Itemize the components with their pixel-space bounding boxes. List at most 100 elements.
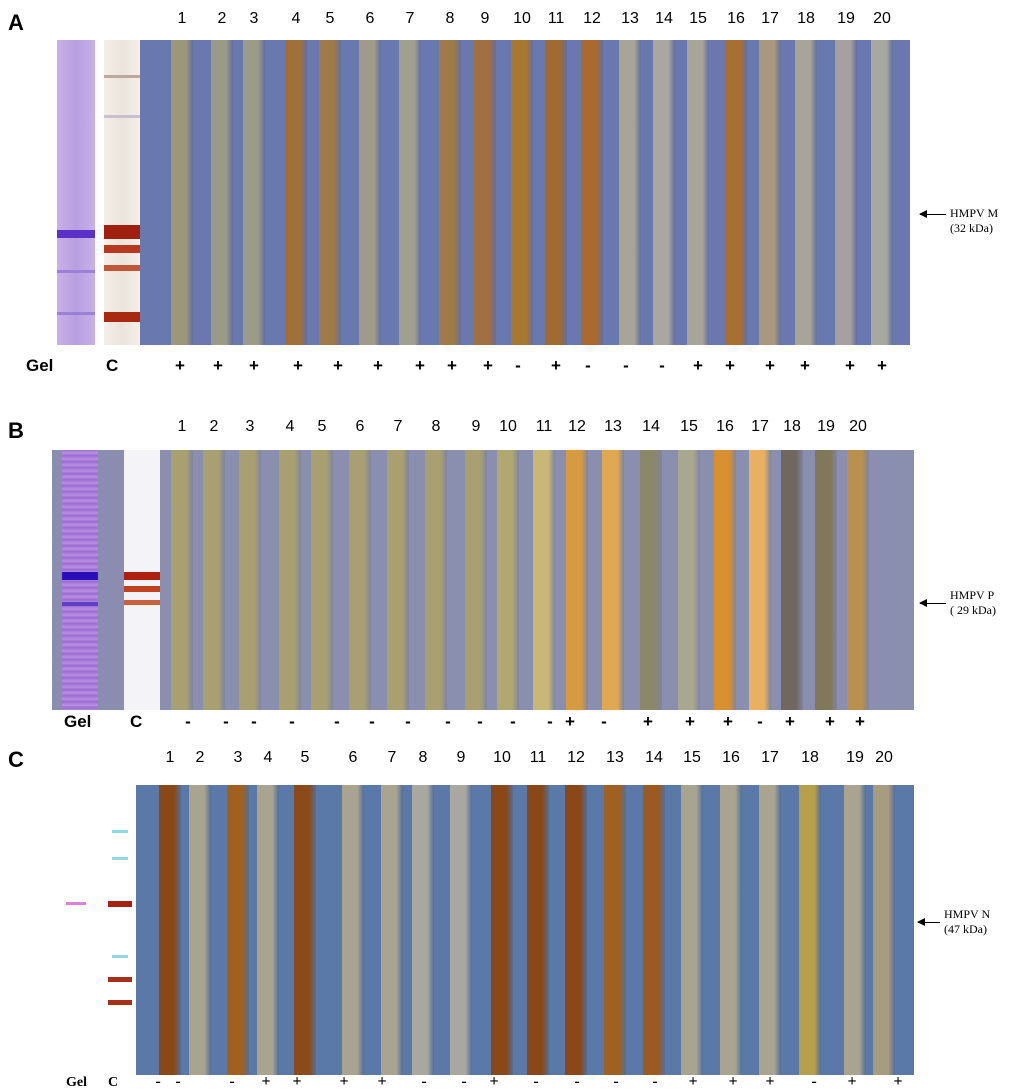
- blot-strip: [640, 450, 662, 710]
- lane-number: 16: [716, 418, 734, 435]
- lane-number: 9: [480, 10, 490, 27]
- lane-number: 3: [249, 10, 259, 27]
- result-sign: -: [574, 1073, 580, 1090]
- blot-strip: [511, 40, 533, 345]
- panel-c: C 1 2 3 4 5 6 7 8 9 10 11 12 13 14 15 16 17 18 19 20 HMPV N…: [0, 745, 1017, 1091]
- result-sign: +: [688, 1073, 698, 1090]
- result-sign: -: [223, 712, 229, 731]
- blot-strip: [439, 40, 461, 345]
- control-lane: [104, 785, 136, 1075]
- lane-number: 5: [325, 10, 335, 27]
- blot-strip: [412, 785, 434, 1075]
- result-row: - - - - - - - - - - - + - + + + - + + +: [0, 712, 1017, 734]
- blot-strip: [687, 40, 709, 345]
- blot-strip: [211, 40, 233, 345]
- blot-strip: [815, 450, 837, 710]
- result-sign: -: [289, 712, 295, 731]
- lane-number: 15: [689, 10, 707, 27]
- result-sign: -: [461, 1073, 467, 1090]
- lane-number: 18: [801, 749, 819, 766]
- gel-lane: [57, 40, 95, 345]
- lane-number: 10: [499, 418, 517, 435]
- panel-letter: A: [8, 10, 24, 35]
- lane-number: 20: [873, 10, 891, 27]
- lane-number: 6: [355, 418, 365, 435]
- result-sign: +: [825, 712, 835, 731]
- lane-number: 4: [263, 749, 273, 766]
- lane-number: 17: [751, 418, 769, 435]
- lane-number: 14: [645, 749, 663, 766]
- blot-strip: [491, 785, 513, 1075]
- panel-letter: B: [8, 418, 24, 443]
- result-sign: +: [213, 356, 223, 375]
- lane-number: 2: [195, 749, 205, 766]
- lane-number: 12: [568, 418, 586, 435]
- panel-a: A 1 2 3 4 5 6 7 8 9 10 11 12 13 14 15 16 17 18 19 20 HMPV M…: [0, 0, 1017, 380]
- gel-label: Gel: [64, 712, 92, 731]
- lane-number: 5: [300, 749, 310, 766]
- blot-strip: [795, 40, 817, 345]
- lane-numbers: 1 2 3 4 5 6 7 8 9 10 11 12 13 14 15 16 17 18 19 20: [0, 418, 1017, 440]
- result-sign: +: [693, 356, 703, 375]
- blot-strip: [243, 40, 265, 345]
- result-sign: +: [643, 712, 653, 731]
- lane-number: 9: [456, 749, 466, 766]
- lane-number: 1: [177, 10, 187, 27]
- result-sign: -: [585, 356, 591, 375]
- result-sign: -: [251, 712, 257, 731]
- arrow-left-icon: [917, 918, 940, 926]
- blot-strip: [387, 450, 409, 710]
- blot-strip: [581, 40, 603, 345]
- lane-number: 19: [846, 749, 864, 766]
- blot-strip: [171, 450, 193, 710]
- lane-number: 7: [405, 10, 415, 27]
- arrow-left-icon: [919, 599, 946, 607]
- blot-strip: [359, 40, 381, 345]
- size-label: (47 kDa): [944, 922, 987, 936]
- control-lane: [104, 40, 140, 345]
- lane-number: 13: [606, 749, 624, 766]
- blot-strip: [349, 450, 371, 710]
- result-sign: +: [292, 1073, 302, 1090]
- lane-number: 8: [431, 418, 441, 435]
- lane-number: 19: [817, 418, 835, 435]
- lane-number: 18: [783, 418, 801, 435]
- result-sign: +: [249, 356, 259, 375]
- result-sign: +: [373, 356, 383, 375]
- lane-number: 8: [418, 749, 428, 766]
- lane-number: 2: [217, 10, 227, 27]
- blot-strip: [714, 450, 736, 710]
- result-sign: -: [515, 356, 521, 375]
- blot-strip: [381, 785, 403, 1075]
- result-sign: +: [175, 356, 185, 375]
- blot-strip: [257, 785, 279, 1075]
- result-sign: +: [339, 1073, 349, 1090]
- lane-number: 13: [604, 418, 622, 435]
- result-row: + + + + + + + + + - + - - - + + + + + +: [0, 356, 1017, 378]
- lane-number: 7: [387, 749, 397, 766]
- blot-strip: [279, 450, 301, 710]
- result-sign: +: [333, 356, 343, 375]
- lane-number: 5: [317, 418, 327, 435]
- result-sign: +: [765, 356, 775, 375]
- blot-strip: [725, 40, 747, 345]
- result-sign: +: [728, 1073, 738, 1090]
- blot-strip: [759, 40, 781, 345]
- blot-strip: [871, 40, 893, 345]
- lane-numbers: 1 2 3 4 5 6 7 8 9 10 11 12 13 14 15 16 17 18 19 20: [0, 749, 1017, 771]
- result-sign: +: [489, 1073, 499, 1090]
- result-sign: +: [723, 712, 733, 731]
- blot-strip: [720, 785, 742, 1075]
- result-sign: -: [229, 1073, 235, 1090]
- blot-strip: [844, 785, 866, 1075]
- result-sign: +: [785, 712, 795, 731]
- result-sign: +: [893, 1073, 903, 1090]
- immunoblot-strips: [136, 785, 914, 1075]
- blot-strip: [497, 450, 519, 710]
- gel-lane: [62, 450, 98, 710]
- control-label: C: [106, 356, 119, 375]
- result-sign: -: [175, 1073, 181, 1090]
- blot-strip: [474, 40, 496, 345]
- blot-strip: [847, 450, 869, 710]
- blot-strip: [566, 450, 588, 710]
